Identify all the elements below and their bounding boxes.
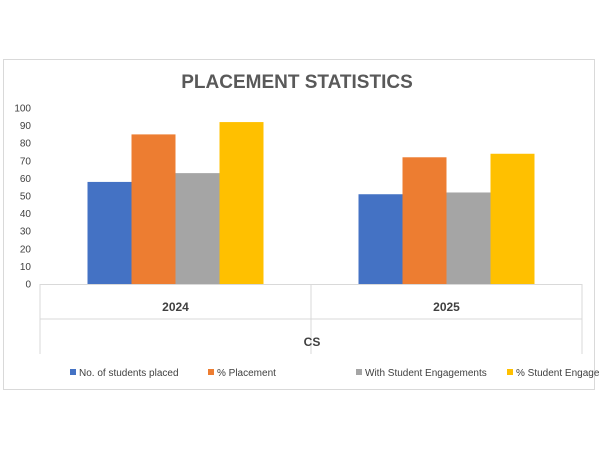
bar-1-2024	[87, 181, 132, 284]
legend-label-2: % Placement	[217, 368, 276, 379]
bar-1-2025	[358, 194, 403, 284]
y-tick-label: 90	[20, 121, 32, 132]
legend-label-3: With Student Engagements	[365, 368, 487, 379]
x-axis	[39, 284, 583, 354]
legend-swatch-1	[70, 369, 76, 375]
category-label-2024: 2024	[162, 300, 189, 314]
category-labels: 2024 2025	[162, 300, 460, 314]
y-tick-label: 20	[20, 244, 32, 255]
y-tick-label: 40	[20, 209, 32, 220]
bar-2-2025	[402, 157, 447, 284]
bar-4-2024	[219, 122, 264, 284]
y-tick-label: 80	[20, 139, 32, 150]
y-axis-ticks: 0 10 20 30 40 50 60 70 80 90 100	[14, 104, 31, 291]
y-tick-label: 70	[20, 156, 32, 167]
legend-swatch-3	[356, 369, 362, 375]
bar-3-2025	[446, 192, 491, 284]
y-tick-label: 0	[25, 280, 31, 291]
y-tick-label: 30	[20, 227, 32, 238]
bars-group	[87, 122, 535, 284]
y-tick-label: 100	[14, 104, 31, 115]
bar-2-2024	[131, 134, 176, 284]
y-tick-label: 10	[20, 262, 32, 273]
legend-label-1: No. of students placed	[79, 368, 179, 379]
y-tick-label: 60	[20, 174, 32, 185]
bar-4-2025	[490, 153, 535, 284]
bar-3-2024	[175, 173, 220, 284]
y-tick-label: 50	[20, 192, 32, 203]
chart-title: PLACEMENT STATISTICS	[181, 72, 413, 93]
legend: No. of students placed % Placement With St…	[70, 368, 600, 379]
legend-label-4: % Student Engagement	[516, 368, 600, 379]
legend-swatch-4	[507, 369, 513, 375]
group-label: CS	[304, 335, 321, 349]
legend-swatch-2	[208, 369, 214, 375]
category-label-2025: 2025	[433, 300, 460, 314]
